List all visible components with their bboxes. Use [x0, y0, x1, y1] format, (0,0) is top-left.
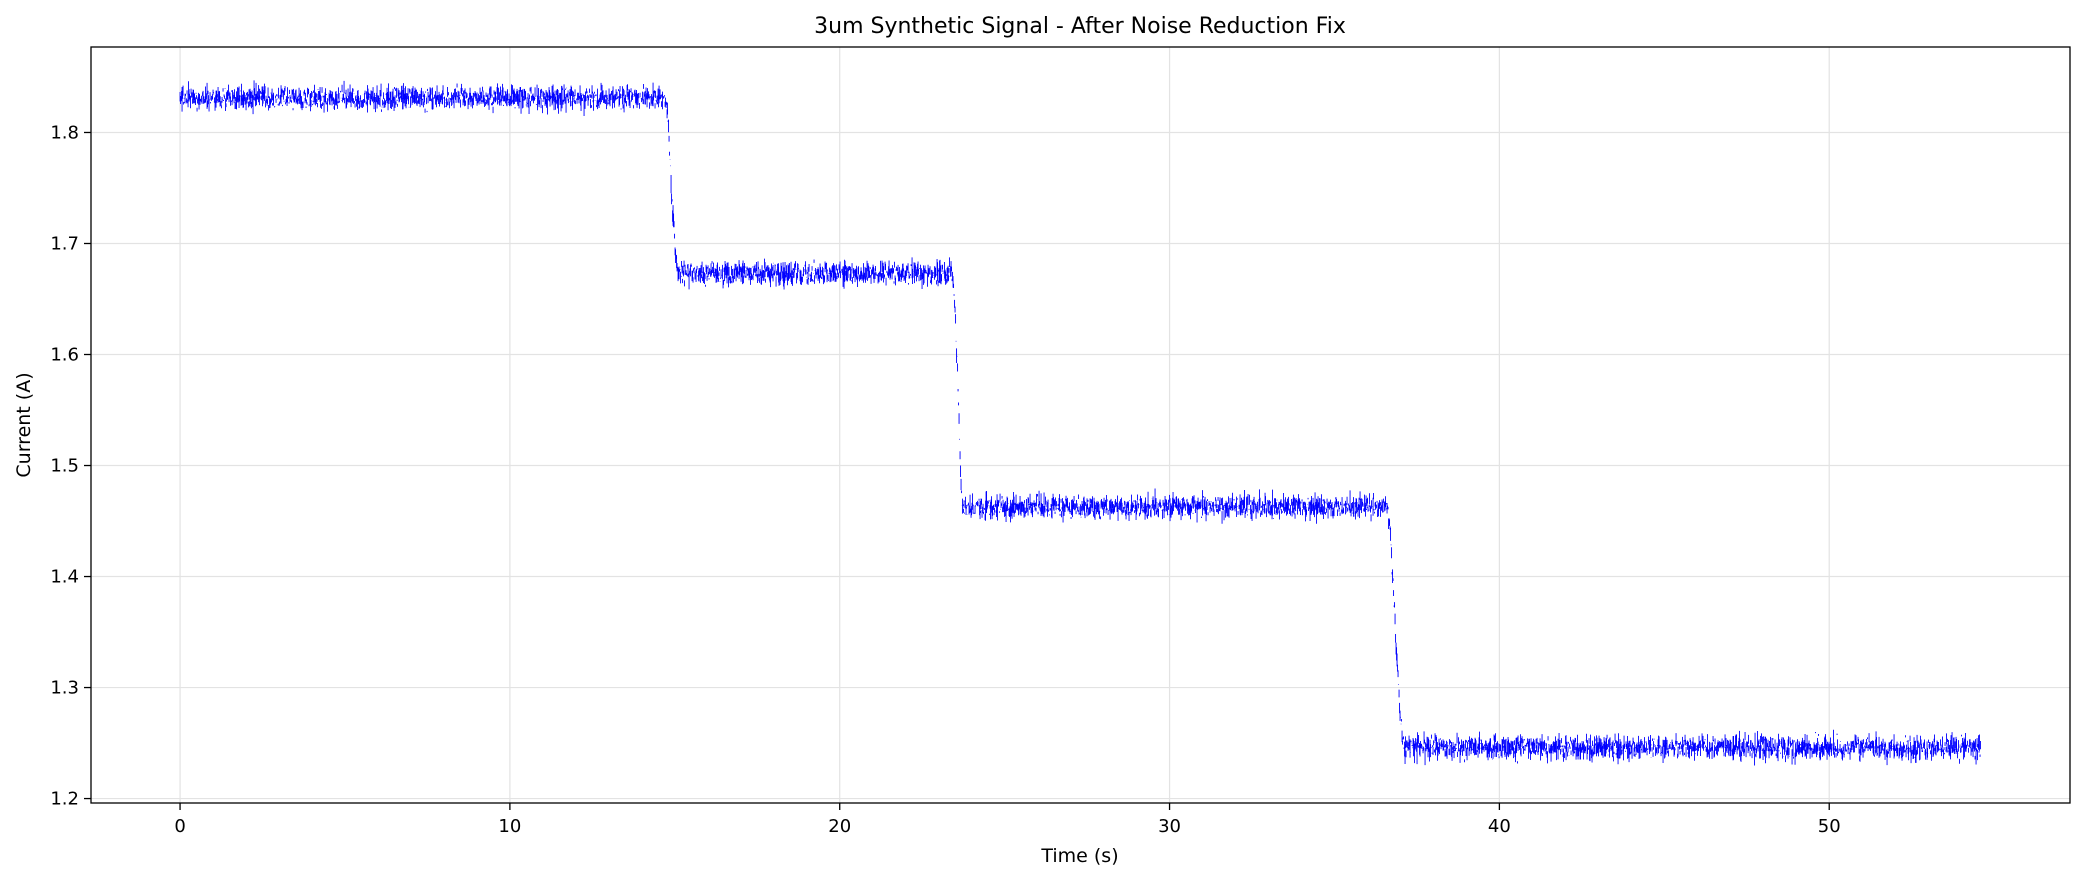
- x-tick-label: 30: [1158, 816, 1181, 837]
- y-axis: 1.2 1.3 1.4 1.5 1.6 1.7 1.8: [50, 122, 91, 810]
- x-tick-label: 10: [498, 816, 521, 837]
- y-tick-label: 1.6: [50, 345, 79, 366]
- y-axis-label: Current (A): [13, 372, 35, 477]
- x-tick-label: 0: [174, 816, 185, 837]
- x-axis-label: Time (s): [1040, 845, 1118, 867]
- x-tick-label: 50: [1818, 816, 1841, 837]
- chart-title: 3um Synthetic Signal - After Noise Reduc…: [814, 14, 1346, 39]
- y-tick-label: 1.2: [50, 789, 79, 810]
- x-axis: 0 10 20 30 40 50: [174, 803, 1841, 837]
- plot-area: [179, 80, 1982, 766]
- x-tick-label: 20: [828, 816, 851, 837]
- y-tick-label: 1.8: [50, 122, 79, 143]
- x-tick-label: 40: [1488, 816, 1511, 837]
- grid: [91, 47, 2070, 803]
- y-tick-label: 1.3: [50, 678, 79, 699]
- y-tick-label: 1.5: [50, 456, 79, 477]
- y-tick-label: 1.7: [50, 233, 79, 254]
- series-line-0: [179, 80, 1982, 766]
- plot-frame: [90, 46, 2071, 804]
- y-tick-label: 1.4: [50, 567, 79, 588]
